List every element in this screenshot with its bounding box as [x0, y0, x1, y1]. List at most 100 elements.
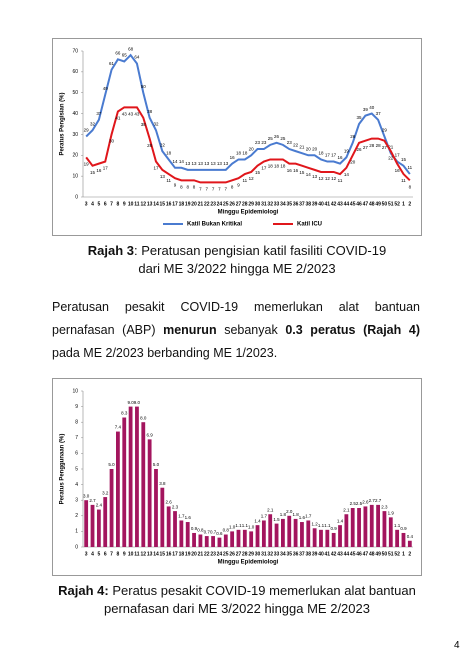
- data-label: 2.3: [172, 504, 179, 509]
- data-label: 17: [331, 153, 337, 158]
- x-tick-label: 25: [223, 551, 229, 557]
- data-label: 40: [369, 105, 375, 110]
- series-line: [85, 53, 411, 175]
- bar: [376, 504, 380, 547]
- x-tick-label: 38: [306, 551, 312, 557]
- caption-text: : Peratusan pengisian katil fasiliti COV…: [134, 243, 387, 258]
- data-label: 18: [236, 151, 242, 156]
- x-tick-label: 3: [85, 551, 88, 557]
- data-label: 61: [109, 61, 115, 66]
- data-label: 28: [369, 143, 375, 148]
- data-label: 3.0: [83, 493, 90, 498]
- data-label: 25: [268, 136, 274, 141]
- x-tick-label: 46: [356, 201, 362, 207]
- data-label: 16: [338, 155, 344, 160]
- x-axis-label: Minggu Epidemiologi: [218, 210, 279, 216]
- data-label: 41: [115, 116, 121, 121]
- bar: [204, 536, 209, 547]
- data-label: 1.7: [305, 514, 312, 519]
- data-label: 1.1: [318, 523, 325, 528]
- data-label: 16: [293, 168, 299, 173]
- text: Peratusan pesakit COVID-19 memerlukan al…: [52, 300, 420, 337]
- data-label: 0.7: [204, 529, 211, 534]
- data-label: 0.9: [400, 526, 407, 531]
- data-label: 12: [249, 176, 255, 181]
- data-label: 13: [160, 174, 166, 179]
- data-label: 1.4: [337, 518, 344, 523]
- data-label: 1.7: [178, 514, 185, 519]
- y-tick-label: 10: [72, 173, 78, 179]
- data-label: 17: [395, 153, 401, 158]
- data-label: 16: [287, 168, 293, 173]
- bar: [96, 509, 101, 547]
- bar: [325, 529, 330, 547]
- x-tick-label: 11: [134, 201, 140, 207]
- x-tick-label: 13: [147, 201, 153, 207]
- data-label: 13: [192, 161, 198, 166]
- y-tick-label: 0: [75, 544, 78, 550]
- x-tick-label: 50: [382, 201, 388, 207]
- bar: [395, 529, 400, 547]
- data-label: 0.9: [331, 526, 338, 531]
- bar: [350, 508, 355, 547]
- x-tick-label: 29: [248, 201, 254, 207]
- data-label: 2.1: [267, 507, 274, 512]
- x-tick-label: 3: [85, 201, 88, 207]
- data-label: 1.6: [185, 515, 192, 520]
- x-tick-label: 17: [172, 551, 178, 557]
- data-label: 28: [376, 143, 382, 148]
- data-label: 8.3: [121, 411, 128, 416]
- bar: [211, 536, 215, 547]
- x-tick-label: 52: [394, 551, 400, 557]
- data-label: 19: [84, 162, 90, 167]
- x-tick-label: 12: [141, 201, 147, 207]
- x-tick-label: 10: [128, 201, 134, 207]
- data-label: 22: [160, 142, 166, 147]
- x-axis-label: Minggu Epidemiologi: [218, 560, 279, 566]
- data-label: 16: [230, 155, 236, 160]
- data-label: 15: [90, 170, 96, 175]
- bar: [281, 518, 285, 547]
- data-label: 2.4: [96, 503, 103, 508]
- data-label: 18: [268, 164, 274, 169]
- data-label: 43: [128, 112, 134, 117]
- data-label: 19: [344, 149, 350, 154]
- data-label: 3.8: [159, 481, 166, 486]
- data-label: 1.4: [254, 518, 261, 523]
- x-tick-label: 13: [147, 551, 153, 557]
- data-label: 37: [96, 111, 102, 116]
- data-label: 17: [325, 153, 331, 158]
- data-label: 18: [242, 151, 248, 156]
- data-label: 9.0: [134, 400, 141, 405]
- data-label: 64: [134, 55, 140, 60]
- x-tick-label: 20: [191, 551, 197, 557]
- bar: [147, 439, 152, 547]
- x-tick-label: 12: [141, 551, 147, 557]
- x-tick-label: 31: [261, 551, 267, 557]
- data-label: 8: [180, 185, 183, 190]
- y-tick-label: 3: [75, 498, 78, 504]
- data-label: 1.8: [292, 512, 299, 517]
- x-tick-label: 10: [128, 551, 134, 557]
- data-label: 22: [293, 142, 299, 147]
- caption-label: Rajah 3: [87, 243, 135, 258]
- x-tick-label: 37: [299, 551, 305, 557]
- y-tick-label: 5: [75, 466, 78, 472]
- x-tick-label: 51: [388, 551, 394, 557]
- x-tick-label: 45: [350, 201, 356, 207]
- data-label: 11: [338, 178, 343, 183]
- data-label: 26: [357, 147, 363, 152]
- y-tick-label: 60: [72, 69, 78, 75]
- data-label: 18: [318, 151, 324, 156]
- legend-label: Katil ICU: [297, 222, 322, 228]
- data-label: 9.0: [127, 400, 134, 405]
- x-tick-label: 42: [331, 551, 337, 557]
- x-tick-label: 43: [337, 551, 343, 557]
- x-tick-label: 2: [408, 551, 411, 557]
- x-tick-label: 52: [394, 201, 400, 207]
- data-label: 23: [255, 140, 261, 145]
- x-tick-label: 34: [280, 551, 286, 557]
- x-tick-label: 35: [286, 551, 292, 557]
- data-label: 21: [388, 144, 394, 149]
